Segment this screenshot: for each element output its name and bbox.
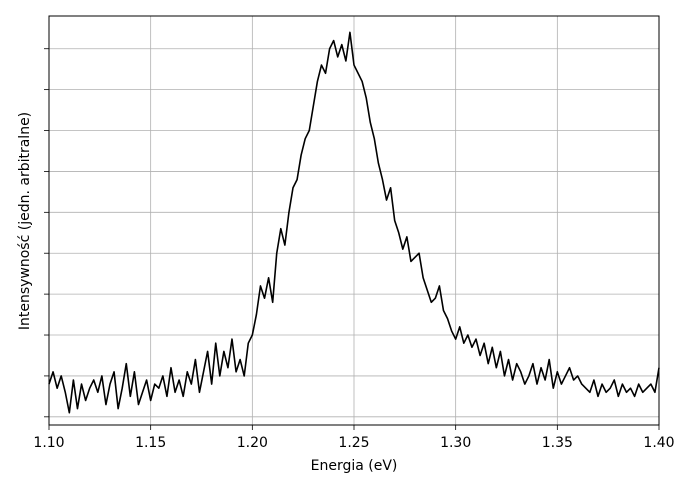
x-tick-label: 1.40 — [643, 435, 674, 451]
x-tick-label: 1.25 — [338, 435, 369, 451]
intensity-series-line — [48, 31, 660, 414]
x-tick-label: 1.15 — [135, 435, 166, 451]
y-axis-label: Intensywność (jedn. arbitralne) — [17, 112, 33, 330]
x-tick-label: 1.30 — [440, 435, 471, 451]
x-axis-label: Energia (eV) — [311, 458, 398, 474]
y-axis — [44, 48, 49, 418]
x-axis: 1.10 1.15 1.20 1.25 1.30 1.35 1.40 — [33, 425, 675, 451]
plot-area — [48, 31, 660, 414]
grid — [48, 16, 660, 425]
x-tick-label: 1.20 — [237, 435, 268, 451]
x-tick-label: 1.10 — [33, 435, 64, 451]
x-tick-label: 1.35 — [542, 435, 573, 451]
